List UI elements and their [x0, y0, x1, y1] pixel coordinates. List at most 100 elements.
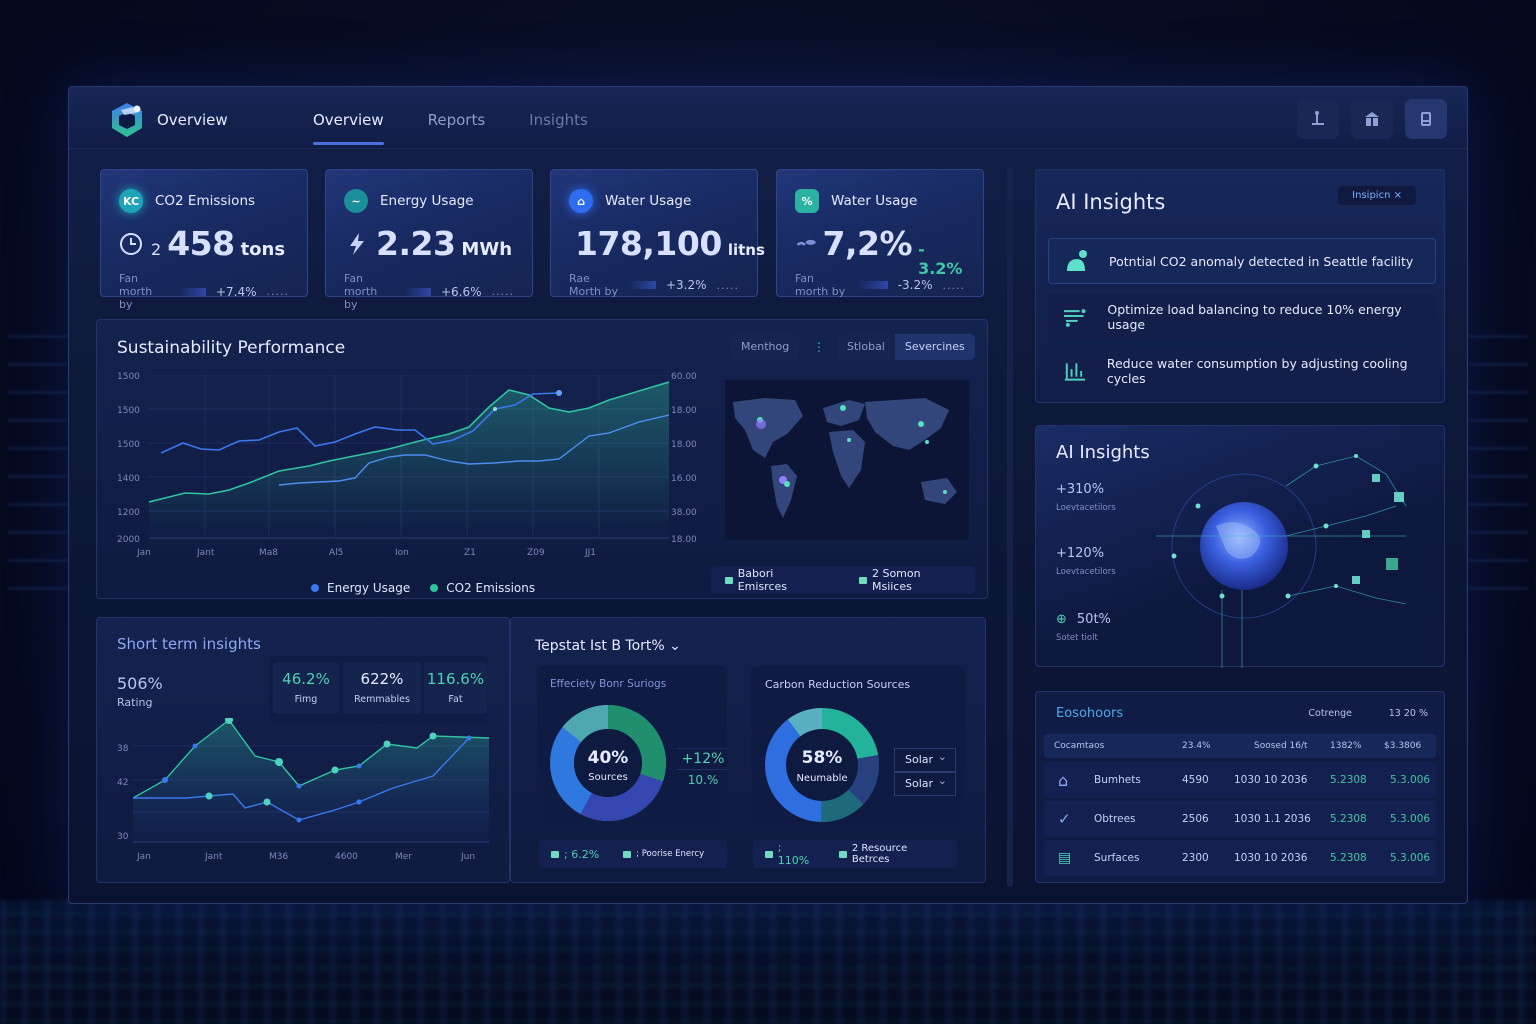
y2-tick: 16.00: [671, 474, 697, 484]
kpi-value-prefix: 2: [151, 240, 162, 259]
performance-line-chart: [149, 375, 669, 539]
map-legend-item[interactable]: Babori Emisrces: [711, 567, 837, 593]
y-tick: 42: [117, 778, 129, 788]
legend-item[interactable]: 2 Resource Betrces: [827, 843, 957, 865]
kpi-delta: +6.6%: [440, 284, 482, 299]
y-tick: 30: [117, 832, 129, 842]
y2-tick: 18.00: [671, 406, 697, 416]
kpi-card-water-pct[interactable]: % Water Usage 7,2% - 3.2% Fan morth by -…: [776, 169, 984, 298]
coverage-label: Cotrenge: [1308, 708, 1352, 719]
donut-center-label: Neumable: [796, 773, 848, 784]
panel-title: AI Insights: [1056, 190, 1166, 214]
legend-item[interactable]: ; 6.2%: [539, 848, 611, 861]
tab-overview[interactable]: Overview: [313, 87, 384, 149]
mini-stat[interactable]: 116.6% Fat: [424, 662, 487, 714]
legend-item[interactable]: ; 110%: [753, 841, 827, 867]
map-legend: Babori Emisrces 2 Somon Msiices: [711, 566, 975, 594]
table-header: Cocamtaos 23.4% Soosed 16/t 1382% $3.380…: [1044, 734, 1436, 758]
x-tick: JJ1: [585, 548, 597, 558]
tab-reports[interactable]: Reports: [427, 111, 486, 129]
resources-panel: Eosohoors Cotrenge 13 20 % Cocamtaos 23.…: [1035, 691, 1445, 883]
panel-title[interactable]: Tepstat Ist B Tort% ⌄: [535, 638, 681, 654]
more-dots: .....: [942, 278, 965, 292]
kpi-card-water[interactable]: ⌂ Water Usage 178,100 litns Rae Morth by…: [550, 169, 765, 298]
close-icon: ⨯: [1393, 190, 1402, 201]
card-title: Effeciety Bonr Suriogs: [550, 678, 667, 690]
x-tick: Jun: [461, 852, 476, 862]
insight-stat: +120% Loevtacetilors: [1056, 546, 1116, 577]
legend-item[interactable]: ; Poorise Enercy: [611, 849, 716, 859]
map-legend-item[interactable]: 2 Somon Msiices: [845, 567, 975, 593]
carbon-legend: ; 110% 2 Resource Betrces: [753, 840, 957, 868]
ai-insight-item[interactable]: Optimize load balancing to reduce 10% en…: [1048, 294, 1436, 340]
legend-co2[interactable]: CO2 Emissions: [430, 581, 535, 595]
table-row[interactable]: ✓ Obtrees 2506 1030 1.1 2036 5.2308 5.3.…: [1044, 801, 1436, 837]
kpi-title: Energy Usage: [380, 193, 474, 209]
balance-icon: [1063, 309, 1086, 327]
kpi-delta: +7.4%: [215, 284, 257, 299]
more-dots: .....: [491, 285, 514, 298]
building-button[interactable]: [1351, 99, 1393, 139]
segment-global[interactable]: Stlobal: [837, 334, 895, 360]
mini-stat[interactable]: 622% Remmables: [343, 662, 421, 714]
building-icon: [1365, 112, 1379, 126]
legend-energy[interactable]: Energy Usage: [311, 581, 410, 595]
more-vertical-icon[interactable]: ⋮: [813, 340, 825, 354]
kpi-delta: +3.2%: [665, 278, 707, 292]
y2-tick: 60.00: [671, 372, 697, 382]
clock-icon: [120, 233, 142, 255]
lightning-icon: [350, 233, 364, 255]
ai-insight-item[interactable]: Reduce water consumption by adjusting co…: [1048, 348, 1436, 394]
y-tick: 1200: [117, 508, 140, 518]
side-value: +12%: [677, 748, 729, 770]
short-term-area-chart: [133, 718, 489, 843]
source-select[interactable]: Solar: [894, 746, 956, 772]
y2-tick: 38.00: [671, 508, 697, 518]
donut-center-value: 40%: [587, 748, 629, 768]
device-icon: [1421, 112, 1431, 126]
segment-menthog[interactable]: Menthog: [731, 334, 800, 360]
header-actions: [1297, 99, 1447, 139]
segment-services[interactable]: Severcines: [894, 334, 975, 360]
kpi-title: Water Usage: [605, 193, 692, 209]
mini-stat[interactable]: 46.2% Fimg: [273, 662, 339, 714]
table-row[interactable]: ⌂ Bumhets 4590 1030 10 2036 5.2308 5.3.0…: [1044, 762, 1436, 798]
kpi-foot-label: Rae Morth by: [569, 272, 619, 298]
carbon-donut[interactable]: [763, 706, 881, 824]
water-home-icon: ⌂: [569, 189, 593, 213]
period-toggle: Menthog: [731, 334, 800, 360]
donut-center-label: Sources: [588, 772, 628, 783]
table-row[interactable]: ▤ Surfaces 2300 1030 10 2036 5.2308 5.3.…: [1044, 840, 1436, 876]
target-icon: ⊕: [1056, 612, 1067, 627]
vertical-scrollbar[interactable]: [1007, 167, 1013, 887]
x-tick: Jan: [137, 548, 151, 558]
background-dots-left: [8, 330, 68, 590]
device-button[interactable]: [1405, 99, 1447, 139]
insight-stat: +310% Loevtacetilors: [1056, 482, 1116, 513]
anomaly-icon: [1067, 250, 1087, 271]
x-tick: Z09: [527, 548, 545, 558]
source-select[interactable]: Solar: [894, 770, 956, 796]
more-dots: .....: [266, 285, 289, 298]
kpi-card-co2[interactable]: KC CO2 Emissions 2 458 tons Fan morth by…: [100, 169, 308, 311]
ai-insight-item[interactable]: Potntial CO2 anomaly detected in Seattle…: [1048, 238, 1436, 284]
tab-insights[interactable]: Insights: [529, 111, 588, 129]
donut-center-value: 58%: [801, 748, 843, 768]
kpi-card-energy[interactable]: ~ Energy Usage 2.23 MWh Fan morth by +6.…: [325, 169, 533, 311]
panel-title: Sustainability Performance: [117, 338, 346, 358]
kpi-unit: litns: [727, 241, 765, 259]
background-city-lights: [0, 900, 1536, 1024]
download-button[interactable]: [1297, 99, 1339, 139]
percent-icon: %: [795, 189, 819, 213]
main-stat-label: Rating: [117, 696, 153, 709]
main-tabs: Overview Reports Insights: [313, 87, 588, 149]
world-map[interactable]: [725, 380, 969, 540]
kpi-unit: MWh: [461, 239, 513, 260]
insights-filter-chip[interactable]: Insipicn ⨯: [1338, 186, 1416, 205]
panel-icon: ▤: [1058, 850, 1072, 866]
y-tick: 1500: [117, 372, 140, 382]
building-icon: ⌂: [1058, 770, 1069, 790]
efficiency-donut[interactable]: [549, 704, 667, 822]
kpi-title: Water Usage: [831, 193, 918, 209]
panel-title: Short term insights: [117, 635, 261, 653]
